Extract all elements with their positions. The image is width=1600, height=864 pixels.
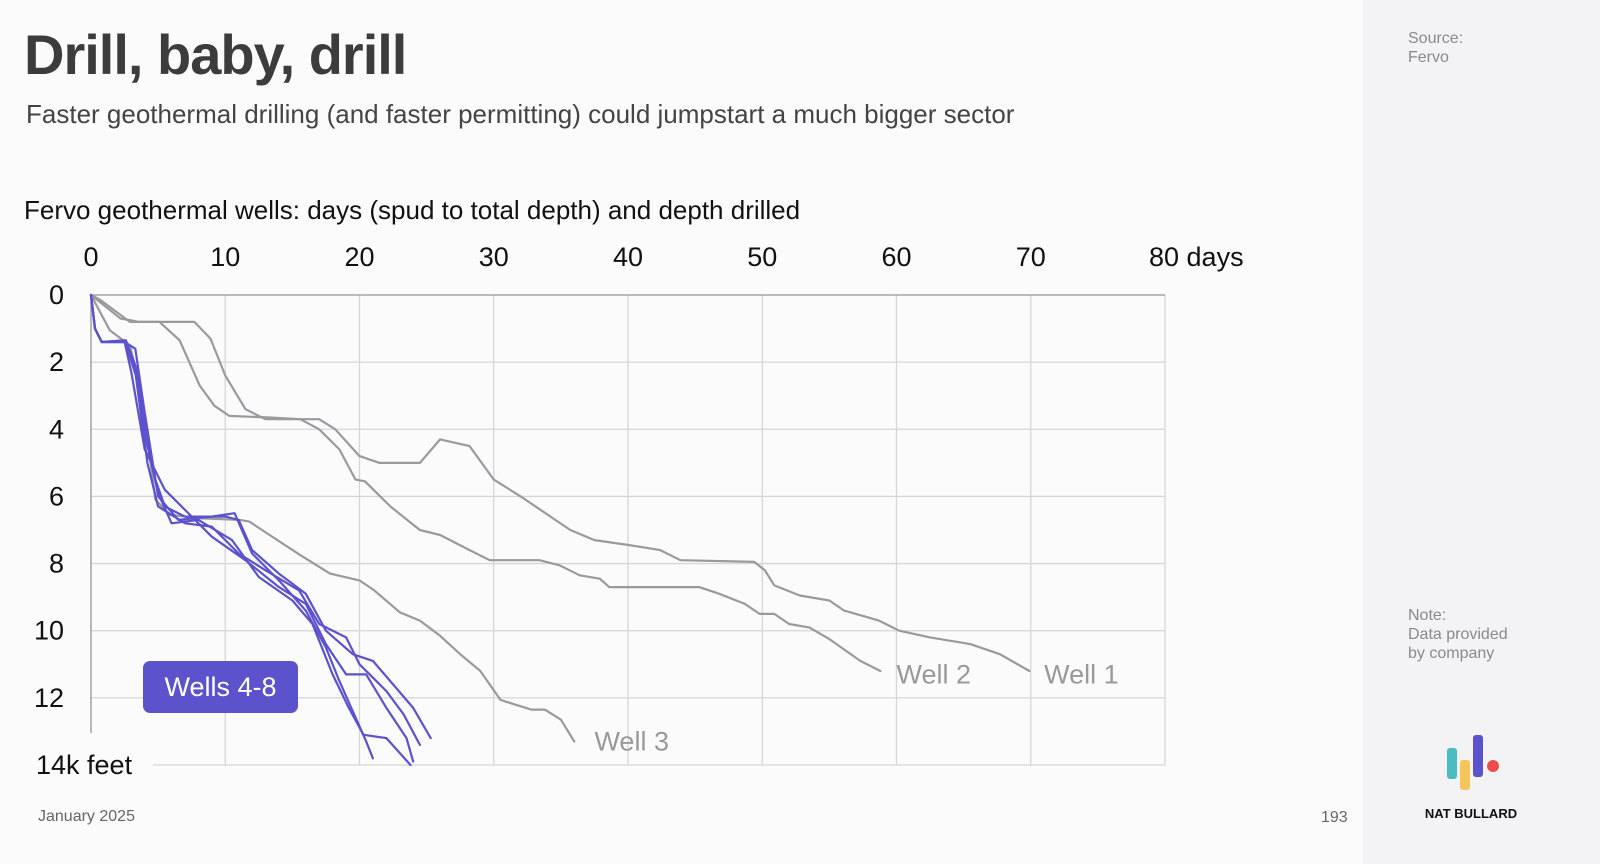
sidebar-panel [1363, 0, 1600, 864]
source-note: Source: Fervo [1408, 29, 1528, 67]
x-tick-label: 40 [613, 242, 643, 272]
note-label: Note: [1408, 607, 1447, 624]
footer-date: January 2025 [38, 808, 135, 825]
note: Note: Data provided by company [1408, 606, 1558, 663]
x-tick-label: 30 [479, 242, 509, 272]
y-tick-label: 8 [49, 549, 64, 579]
y-tick-label: 14k feet [36, 750, 133, 780]
source-value: Fervo [1408, 49, 1449, 66]
x-tick-label: 50 [747, 242, 777, 272]
well-label: Well 1 [1044, 659, 1119, 689]
y-tick-label: 0 [49, 280, 64, 310]
y-tick-label: 10 [34, 616, 64, 646]
slide-subtitle: Faster geothermal drilling (and faster p… [26, 99, 1015, 129]
source-label: Source: [1408, 30, 1464, 47]
x-tick-label: 80 days [1149, 242, 1244, 272]
brand-logo-icon [1447, 735, 1499, 790]
well-label: Well 2 [897, 659, 972, 689]
well-label: Well 3 [594, 727, 669, 757]
wells-4-8-label: Wells 4-8 [143, 661, 298, 713]
series-line-well-6 [89, 293, 415, 763]
brand-name: NAT BULLARD [1424, 806, 1518, 821]
y-unit-label-background [20, 733, 153, 769]
y-tick-label: 2 [49, 347, 64, 377]
page-number: 193 [1321, 809, 1348, 826]
y-tick-label: 6 [49, 481, 64, 511]
chart-title: Fervo geothermal wells: days (spud to to… [24, 195, 801, 225]
slide-title: Drill, baby, drill [24, 23, 407, 86]
x-tick-label: 0 [83, 242, 98, 272]
x-tick-label: 60 [881, 242, 911, 272]
series-line-well-8 [89, 293, 374, 760]
x-tick-label: 10 [210, 242, 240, 272]
y-tick-label: 12 [34, 683, 64, 713]
series-line-well-1 [89, 293, 1031, 673]
note-value: Data provided by company [1408, 626, 1508, 662]
series-line-well-2 [89, 293, 882, 673]
x-tick-label: 20 [344, 242, 374, 272]
x-tick-label: 70 [1016, 242, 1046, 272]
y-tick-label: 4 [49, 414, 64, 444]
